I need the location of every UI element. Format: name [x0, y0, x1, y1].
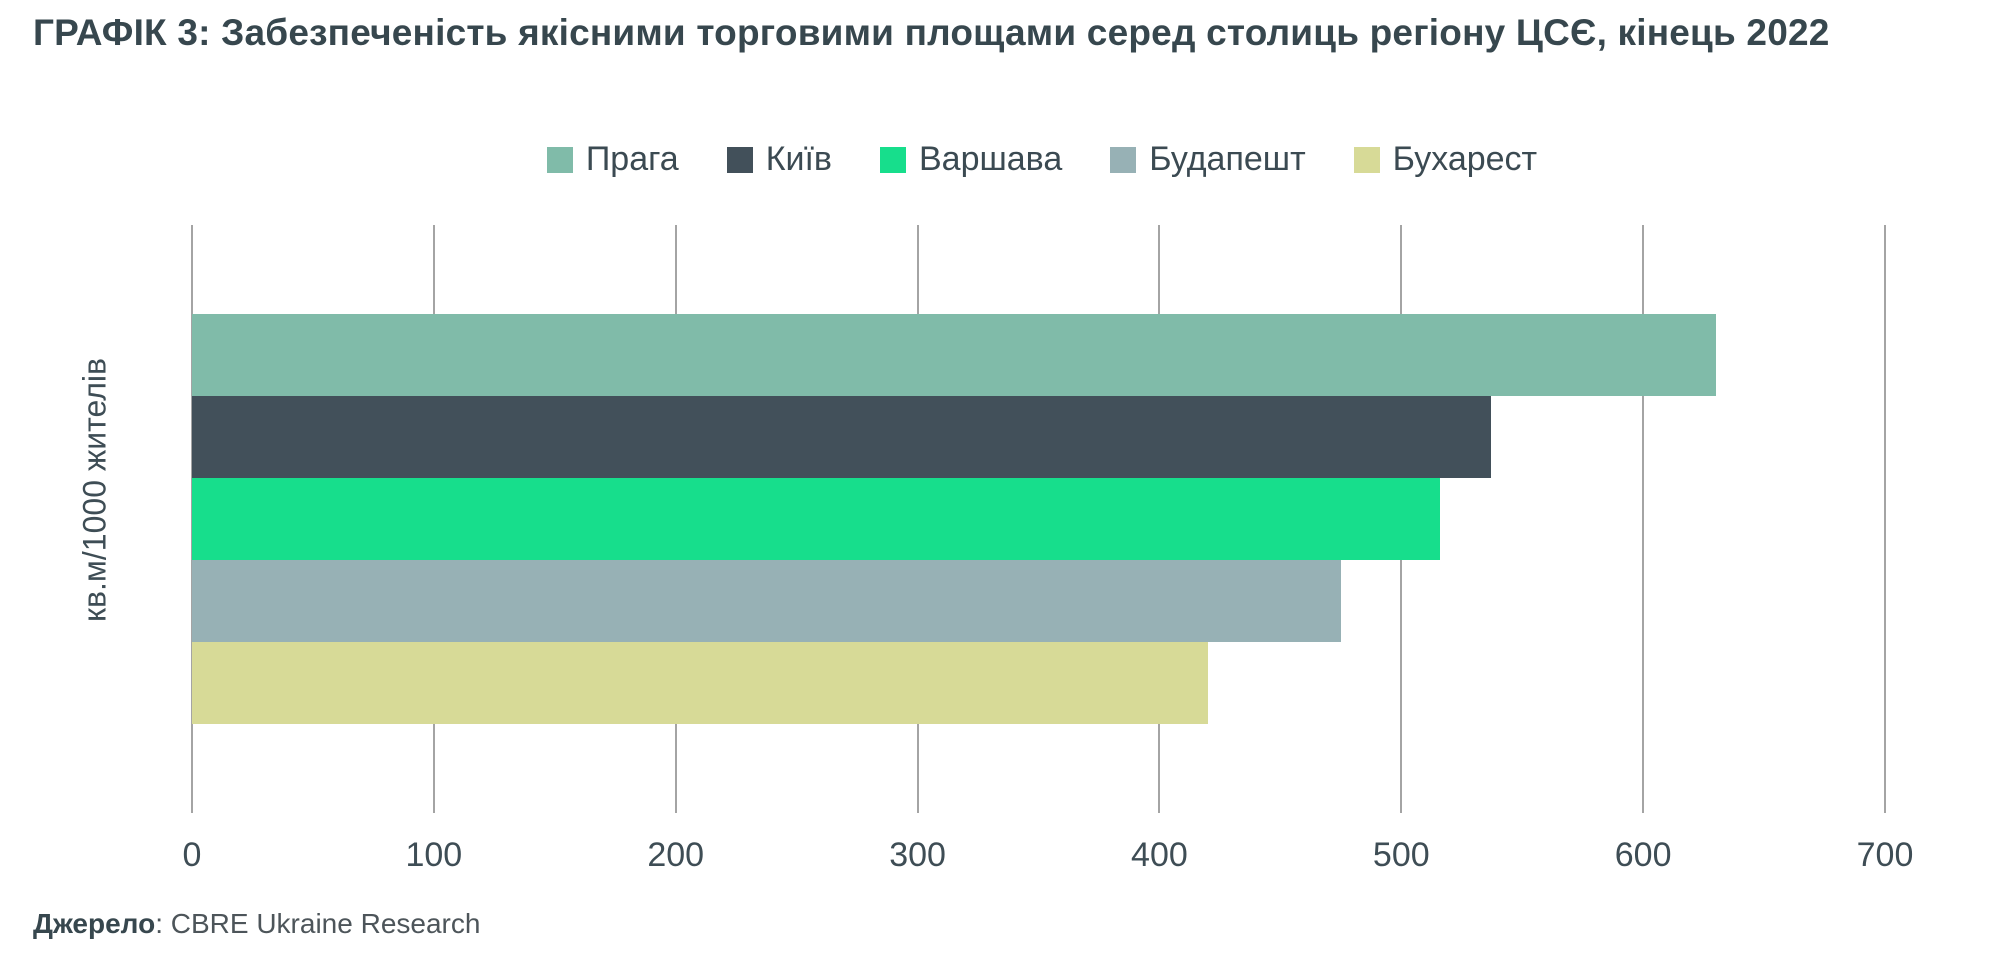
legend-swatch-prague [546, 146, 573, 173]
legend-label-kyiv: Київ [765, 140, 832, 178]
bar-warsaw [192, 478, 1440, 560]
legend-label-prague: Прага [585, 140, 679, 178]
source-note: Джерело: CBRE Ukraine Research [33, 908, 480, 940]
y-axis-label: кв.м/1000 жителів [76, 358, 113, 622]
legend-item-bucharest: Бухарест [1353, 140, 1538, 179]
bar-kyiv [192, 396, 1491, 478]
x-tick-label-600: 600 [1614, 836, 1672, 874]
chart-title: ГРАФІК 3: Забезпеченість якісними торгов… [33, 12, 1830, 53]
x-tick-label-0: 0 [182, 836, 202, 874]
x-tick-label-500: 500 [1372, 836, 1430, 874]
source-separator: : [155, 908, 171, 939]
x-tick-label-300: 300 [889, 836, 946, 874]
legend: Прага Київ Варшава Будапешт Бухарест [192, 140, 1892, 179]
x-tick-label-700: 700 [1856, 836, 1914, 874]
legend-item-prague: Прага [546, 140, 679, 179]
legend-item-budapest: Будапешт [1110, 140, 1306, 179]
x-tick-label-200: 200 [647, 836, 705, 874]
legend-swatch-budapest [1110, 146, 1137, 173]
gridline-600 [1642, 225, 1645, 813]
x-tick-label-100: 100 [405, 836, 463, 874]
legend-item-kyiv: Київ [726, 140, 832, 179]
legend-swatch-warsaw [880, 146, 906, 173]
legend-label-bucharest: Бухарест [1392, 140, 1538, 178]
legend-label-warsaw: Варшава [919, 140, 1063, 178]
source-label: Джерело [33, 908, 156, 939]
bar-budapest [192, 560, 1341, 642]
legend-swatch-kyiv [726, 146, 753, 173]
legend-item-warsaw: Варшава [880, 140, 1062, 179]
legend-label-budapest: Будапешт [1149, 140, 1306, 178]
gridline-700 [1884, 225, 1886, 813]
x-tick-label-400: 400 [1131, 836, 1188, 874]
source-text: CBRE Ukraine Research [170, 908, 481, 939]
bar-bucharest [192, 642, 1208, 724]
legend-swatch-bucharest [1353, 146, 1380, 173]
bar-prague [192, 314, 1716, 396]
